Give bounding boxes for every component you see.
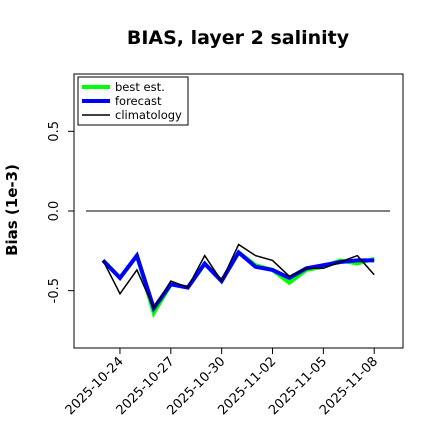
data-point-best-est: [289, 282, 291, 284]
chart-title: BIAS, layer 2 salinity: [127, 27, 350, 49]
data-point-climatology: [187, 287, 189, 289]
data-point-climatology: [102, 260, 104, 262]
data-point-climatology: [153, 307, 155, 309]
data-point-forecast: [356, 260, 358, 262]
data-point-forecast: [373, 260, 375, 262]
data-point-climatology: [255, 255, 257, 257]
data-point-climatology: [340, 261, 342, 263]
data-point-climatology: [373, 274, 375, 276]
data-point-forecast: [323, 264, 325, 266]
data-point-climatology: [119, 293, 121, 295]
legend-label-forecast: forecast: [115, 94, 162, 108]
legend-label-climatology: climatology: [115, 108, 182, 122]
data-point-best-est: [153, 312, 155, 314]
y-tick-label: -0.5: [47, 278, 62, 303]
y-tick-label: 0.0: [47, 201, 62, 222]
data-point-forecast: [255, 266, 257, 268]
data-point-climatology: [272, 260, 274, 262]
data-point-best-est: [356, 263, 358, 265]
data-point-climatology: [170, 280, 172, 282]
legend: best est. forecast climatology: [77, 76, 189, 126]
y-tick-label: 0.5: [47, 121, 62, 142]
data-point-climatology: [204, 255, 206, 257]
data-point-climatology: [356, 255, 358, 257]
data-point-forecast: [204, 263, 206, 265]
data-point-climatology: [323, 268, 325, 270]
data-point-climatology: [136, 269, 138, 271]
data-point-climatology: [238, 244, 240, 246]
series-line-forecast: [101, 249, 375, 313]
data-point-climatology: [289, 276, 291, 278]
series-line-climatology: [102, 243, 375, 310]
data-point-forecast: [272, 269, 274, 271]
data-point-forecast: [136, 255, 138, 257]
data-point-forecast: [238, 252, 240, 254]
data-point-climatology: [221, 280, 223, 282]
data-point-forecast: [119, 277, 121, 279]
y-axis-label: Bias (1e-3): [3, 164, 21, 256]
data-point-forecast: [170, 283, 172, 285]
legend-label-best-est: best est.: [115, 80, 165, 94]
data-point-climatology: [306, 268, 308, 270]
data-point-forecast: [289, 277, 291, 279]
